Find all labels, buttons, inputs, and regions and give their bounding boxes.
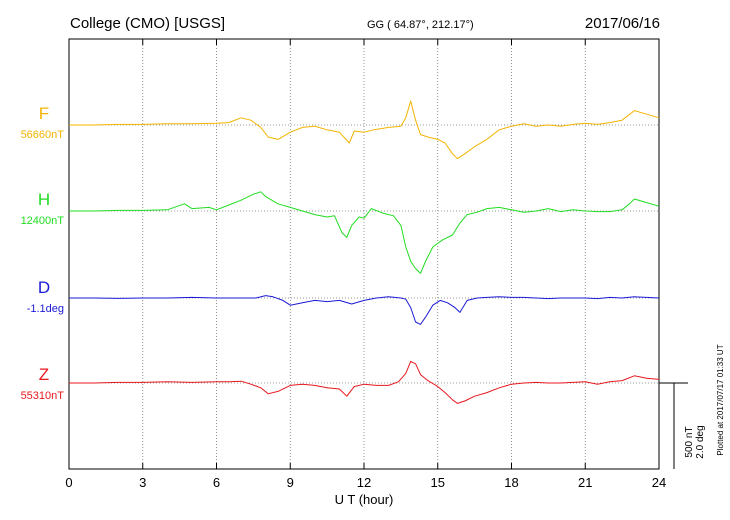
plot-frame: [68, 38, 660, 470]
series-layer: [69, 100, 660, 404]
grid: [69, 39, 659, 469]
x-tick-label: 21: [578, 475, 592, 490]
series-line-d: [69, 295, 660, 325]
series-baseline-f: 56660nT: [21, 129, 65, 141]
x-tick-label: 6: [213, 475, 220, 490]
x-tick-label: 24: [652, 475, 666, 490]
series-name-h: H: [38, 190, 50, 209]
series-baseline-d: -1.1deg: [27, 303, 64, 315]
scale-bar-label-nt: 500 nT: [684, 426, 695, 457]
x-axis-label: U T (hour): [335, 492, 394, 507]
x-tick-label: 15: [431, 475, 445, 490]
x-tick-label: 18: [504, 475, 518, 490]
x-tick-label: 0: [65, 475, 72, 490]
series-line-h: [69, 191, 660, 274]
scale-bar: 500 nT 2.0 deg: [659, 382, 706, 469]
chart-title: College (CMO) [USGS]: [70, 15, 225, 32]
date-label: 2017/06/16: [585, 15, 660, 32]
series-labels: F 56660nT H 12400nT D -1.1deg Z 55310nT: [21, 104, 65, 402]
scale-bar-label-deg: 2.0 deg: [695, 425, 706, 458]
series-name-z: Z: [39, 365, 49, 384]
series-line-f: [69, 100, 660, 160]
plot-area: 0 3 6 9 12 15 18 21 24: [65, 38, 666, 490]
x-tick-label: 3: [139, 475, 146, 490]
series-baseline-z: 55310nT: [21, 390, 65, 402]
series-name-f: F: [39, 104, 49, 123]
series-name-d: D: [38, 278, 50, 297]
series-baseline-h: 12400nT: [21, 215, 65, 227]
coords-label: GG ( 64.87°, 212.17°): [367, 19, 474, 31]
x-axis: 0 3 6 9 12 15 18 21 24: [65, 39, 666, 490]
x-tick-label: 9: [287, 475, 294, 490]
plotted-at-note: Plotted at 2017/07/17 01:33 UT: [716, 344, 725, 455]
series-line-z: [69, 360, 660, 404]
x-tick-label: 12: [357, 475, 371, 490]
